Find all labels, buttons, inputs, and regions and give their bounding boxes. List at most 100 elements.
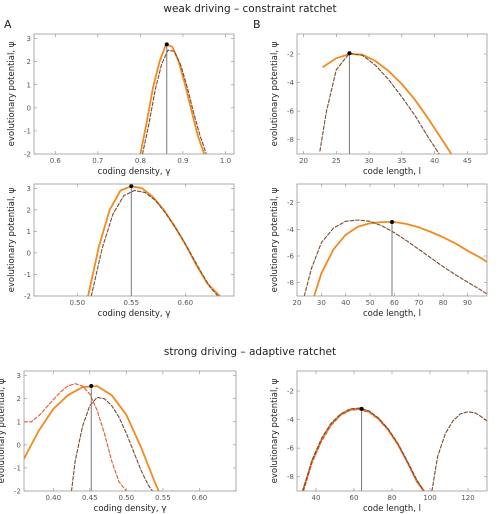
series-line-brown-dash <box>302 407 425 491</box>
x-tick-label: 0.50 <box>69 299 85 307</box>
panel-label-a: A <box>4 18 12 31</box>
x-tick-label: 20 <box>299 157 308 165</box>
plot-frame <box>23 370 237 492</box>
x-tick-label: 60 <box>390 299 399 307</box>
y-tick-label: 1 <box>17 418 21 426</box>
x-tick-label: 20 <box>293 299 302 307</box>
x-tick-label: 50 <box>366 299 375 307</box>
y-tick-label: -8 <box>287 136 294 144</box>
plot-frame <box>296 33 488 155</box>
y-tick-label: 0 <box>27 104 31 112</box>
y-tick-label: -4 <box>287 416 295 424</box>
series-line-orange <box>87 185 221 296</box>
optimum-marker <box>164 42 169 47</box>
y-tick-label: -1 <box>14 464 21 472</box>
x-tick-label: 25 <box>332 157 341 165</box>
series-line-orange <box>139 43 206 154</box>
y-tick-label: 2 <box>17 395 21 403</box>
y-axis-label: evolutionary potential, ψ <box>7 187 17 292</box>
x-axis-label: code length, l <box>363 167 421 177</box>
x-tick-label: 30 <box>365 157 374 165</box>
x-axis-label: code length, l <box>363 504 421 514</box>
x-tick-label: 35 <box>397 157 406 165</box>
y-axis-label: evolutionary potential, ψ <box>270 41 280 146</box>
y-tick-label: 1 <box>27 228 31 236</box>
y-tick-label: -2 <box>287 51 294 59</box>
x-axis-label: coding density, γ <box>98 309 171 319</box>
y-tick-label: -6 <box>287 108 295 116</box>
x-tick-label: 1.0 <box>220 157 231 165</box>
y-tick-label: -6 <box>287 253 295 261</box>
x-tick-label: 0.8 <box>135 157 146 165</box>
x-tick-label: 40 <box>341 299 350 307</box>
x-axis-label: code length, l <box>363 309 421 319</box>
plot-frame <box>33 183 235 297</box>
y-tick-label: 3 <box>27 185 31 193</box>
x-axis-label: coding density, γ <box>98 167 171 177</box>
x-tick-label: 0.9 <box>177 157 188 165</box>
series-line-brown-dash <box>303 219 487 296</box>
optimum-marker <box>347 51 352 56</box>
x-tick-label: 0.55 <box>155 494 171 502</box>
series-line-brown-dash <box>90 189 219 296</box>
x-tick-label: 80 <box>388 494 397 502</box>
x-tick-label: 40 <box>430 157 439 165</box>
x-tick-label: 0.45 <box>82 494 98 502</box>
strong-driving-title: strong driving – adaptive ratchet <box>164 346 336 358</box>
series-line-orange <box>313 221 487 296</box>
y-tick-label: -1 <box>24 271 31 279</box>
x-axis-label: coding density, γ <box>94 504 167 514</box>
y-tick-label: 0 <box>27 249 31 257</box>
series-line-orange <box>301 407 426 491</box>
plot-frame <box>296 370 488 492</box>
x-tick-label: 40 <box>312 494 321 502</box>
series-line-red-dash <box>303 409 424 491</box>
optimum-marker <box>129 184 134 189</box>
chart-strong-length: 40 60 80 100 120 -8 -6 -4 -2 code length, l evolut… <box>270 370 488 514</box>
x-tick-label: 60 <box>350 494 359 502</box>
y-tick-label: -2 <box>24 293 31 301</box>
chart-weak-length-middle: 20 30 40 50 60 70 80 90 -8 -6 -4 -2 code length, l ev… <box>270 183 488 319</box>
x-tick-label: 80 <box>439 299 448 307</box>
chart-strong-density: 0.40 0.45 0.50 0.55 0.60 -2 -1 0 1 2 3 coding densi… <box>0 370 237 514</box>
series-line-brown-dash <box>431 411 487 491</box>
optimum-marker <box>390 220 394 224</box>
y-tick-label: -2 <box>24 151 31 159</box>
y-tick-label: -4 <box>287 79 295 87</box>
y-tick-label: -1 <box>24 127 31 135</box>
series-line-red-dash <box>24 383 127 491</box>
plot-frame <box>33 33 235 155</box>
y-tick-label: 2 <box>27 58 31 66</box>
y-tick-label: 2 <box>27 206 31 214</box>
x-tick-label: 70 <box>414 299 423 307</box>
chart-weak-density-top: 0.6 0.7 0.8 0.9 1.0 -2 -1 0 1 2 3 coding density, γ… <box>7 33 235 177</box>
y-tick-label: -2 <box>14 488 21 496</box>
chart-weak-density-middle: 0.50 0.55 0.60 -2 -1 0 1 2 3 coding density, γ evo… <box>7 183 235 319</box>
series-line-brown-dash <box>319 52 440 154</box>
y-tick-label: 3 <box>17 372 21 380</box>
plot-frame <box>296 183 488 297</box>
x-tick-label: 30 <box>317 299 326 307</box>
x-tick-label: 0.50 <box>119 494 135 502</box>
optimum-marker <box>89 384 94 388</box>
x-tick-label: 45 <box>463 157 472 165</box>
series-line-orange <box>24 385 160 491</box>
x-tick-label: 0.55 <box>124 299 140 307</box>
y-tick-label: -2 <box>287 388 294 396</box>
y-axis-label: evolutionary potential, ψ <box>7 41 17 146</box>
y-tick-label: -2 <box>287 199 294 207</box>
weak-driving-title: weak driving – constraint ratchet <box>163 3 336 15</box>
x-tick-label: 90 <box>463 299 472 307</box>
y-tick-label: -8 <box>287 473 294 481</box>
y-tick-label: -8 <box>287 279 294 287</box>
y-axis-label: evolutionary potential, ψ <box>270 187 280 292</box>
x-tick-label: 120 <box>461 494 474 502</box>
y-tick-label: -6 <box>287 445 295 453</box>
x-tick-label: 0.40 <box>45 494 61 502</box>
y-tick-label: 1 <box>27 81 31 89</box>
x-tick-label: 0.60 <box>192 494 208 502</box>
y-axis-label: evolutionary potential, ψ <box>270 378 280 483</box>
y-tick-label: -4 <box>287 226 295 234</box>
series-line-brown-dash <box>141 49 207 154</box>
